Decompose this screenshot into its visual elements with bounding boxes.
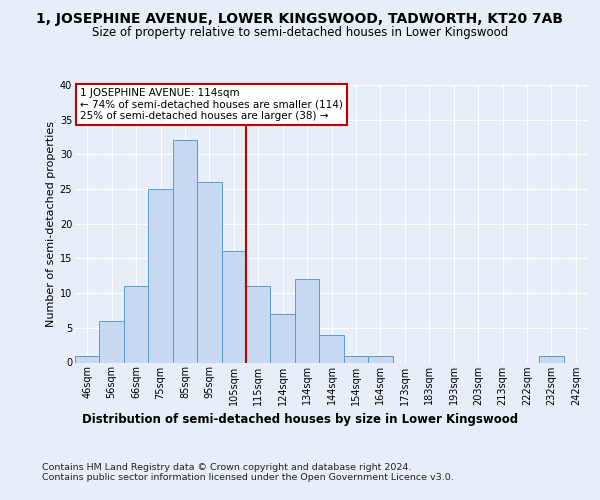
Text: Size of property relative to semi-detached houses in Lower Kingswood: Size of property relative to semi-detach…	[92, 26, 508, 39]
Text: Contains HM Land Registry data © Crown copyright and database right 2024.: Contains HM Land Registry data © Crown c…	[42, 462, 412, 471]
Bar	[124, 286, 148, 362]
Bar	[100, 321, 124, 362]
Bar	[344, 356, 368, 362]
Bar	[75, 356, 100, 362]
Bar	[319, 335, 344, 362]
Bar	[173, 140, 197, 362]
Text: 1 JOSEPHINE AVENUE: 114sqm
← 74% of semi-detached houses are smaller (114)
25% o: 1 JOSEPHINE AVENUE: 114sqm ← 74% of semi…	[80, 88, 343, 121]
Bar	[271, 314, 295, 362]
Bar	[539, 356, 563, 362]
Bar	[148, 189, 173, 362]
Bar	[246, 286, 271, 362]
Text: 1, JOSEPHINE AVENUE, LOWER KINGSWOOD, TADWORTH, KT20 7AB: 1, JOSEPHINE AVENUE, LOWER KINGSWOOD, TA…	[37, 12, 563, 26]
Text: Distribution of semi-detached houses by size in Lower Kingswood: Distribution of semi-detached houses by …	[82, 412, 518, 426]
Text: Contains public sector information licensed under the Open Government Licence v3: Contains public sector information licen…	[42, 474, 454, 482]
Bar	[368, 356, 392, 362]
Y-axis label: Number of semi-detached properties: Number of semi-detached properties	[46, 120, 56, 327]
Bar	[197, 182, 221, 362]
Bar	[221, 252, 246, 362]
Bar	[295, 279, 319, 362]
